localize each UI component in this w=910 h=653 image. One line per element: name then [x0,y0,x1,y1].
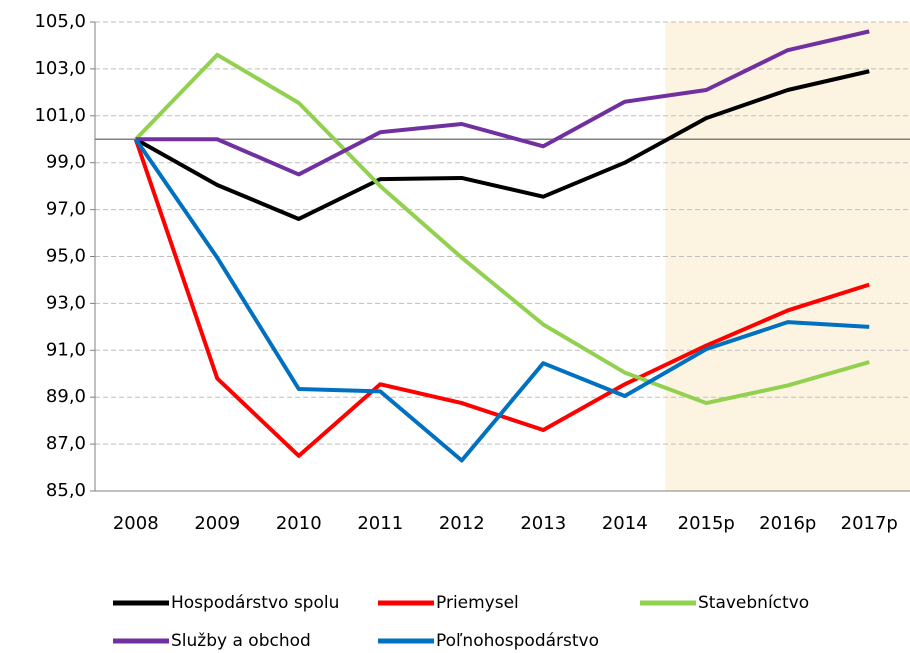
y-tick-label: 93,0 [46,292,86,313]
x-tick-label: 2015p [678,513,735,534]
y-tick-label: 85,0 [46,480,86,501]
x-tick-label: 2016p [759,513,816,534]
series-line [133,138,870,458]
y-tick-label: 95,0 [46,246,86,267]
x-tick-label: 2011 [357,513,403,534]
x-tick-label: 2017p [841,513,898,534]
series-line [134,52,870,406]
y-tick-label: 87,0 [46,433,86,454]
y-tick-label: 91,0 [46,339,86,360]
legend-label: Poľnohospodárstvo [436,631,599,651]
x-tick-label: 2012 [439,513,485,534]
y-tick-label: 89,0 [46,386,86,407]
legend-label: Hospodárstvo spolu [171,593,339,613]
series-line [135,29,870,177]
legend: Hospodárstvo spolu Priemysel Stavebníctvo S… [113,593,809,651]
y-tick-label: 97,0 [46,199,86,220]
x-tick-label: 2010 [276,513,322,534]
y-tick-label: 99,0 [46,152,86,173]
y-tick-label: 101,0 [34,105,86,126]
legend-label: Priemysel [436,593,519,613]
series-line [134,138,870,463]
x-tick-label: 2008 [113,513,159,534]
x-tick-label: 2009 [194,513,240,534]
series-line [134,69,870,221]
x-tick-label: 2014 [602,513,648,534]
x-tick-label: 2013 [520,513,566,534]
y-tick-label: 105,0 [34,11,86,32]
legend-label: Stavebníctvo [698,593,809,613]
y-tick-label: 103,0 [34,58,86,79]
legend-label: Služby a obchod [171,631,311,651]
